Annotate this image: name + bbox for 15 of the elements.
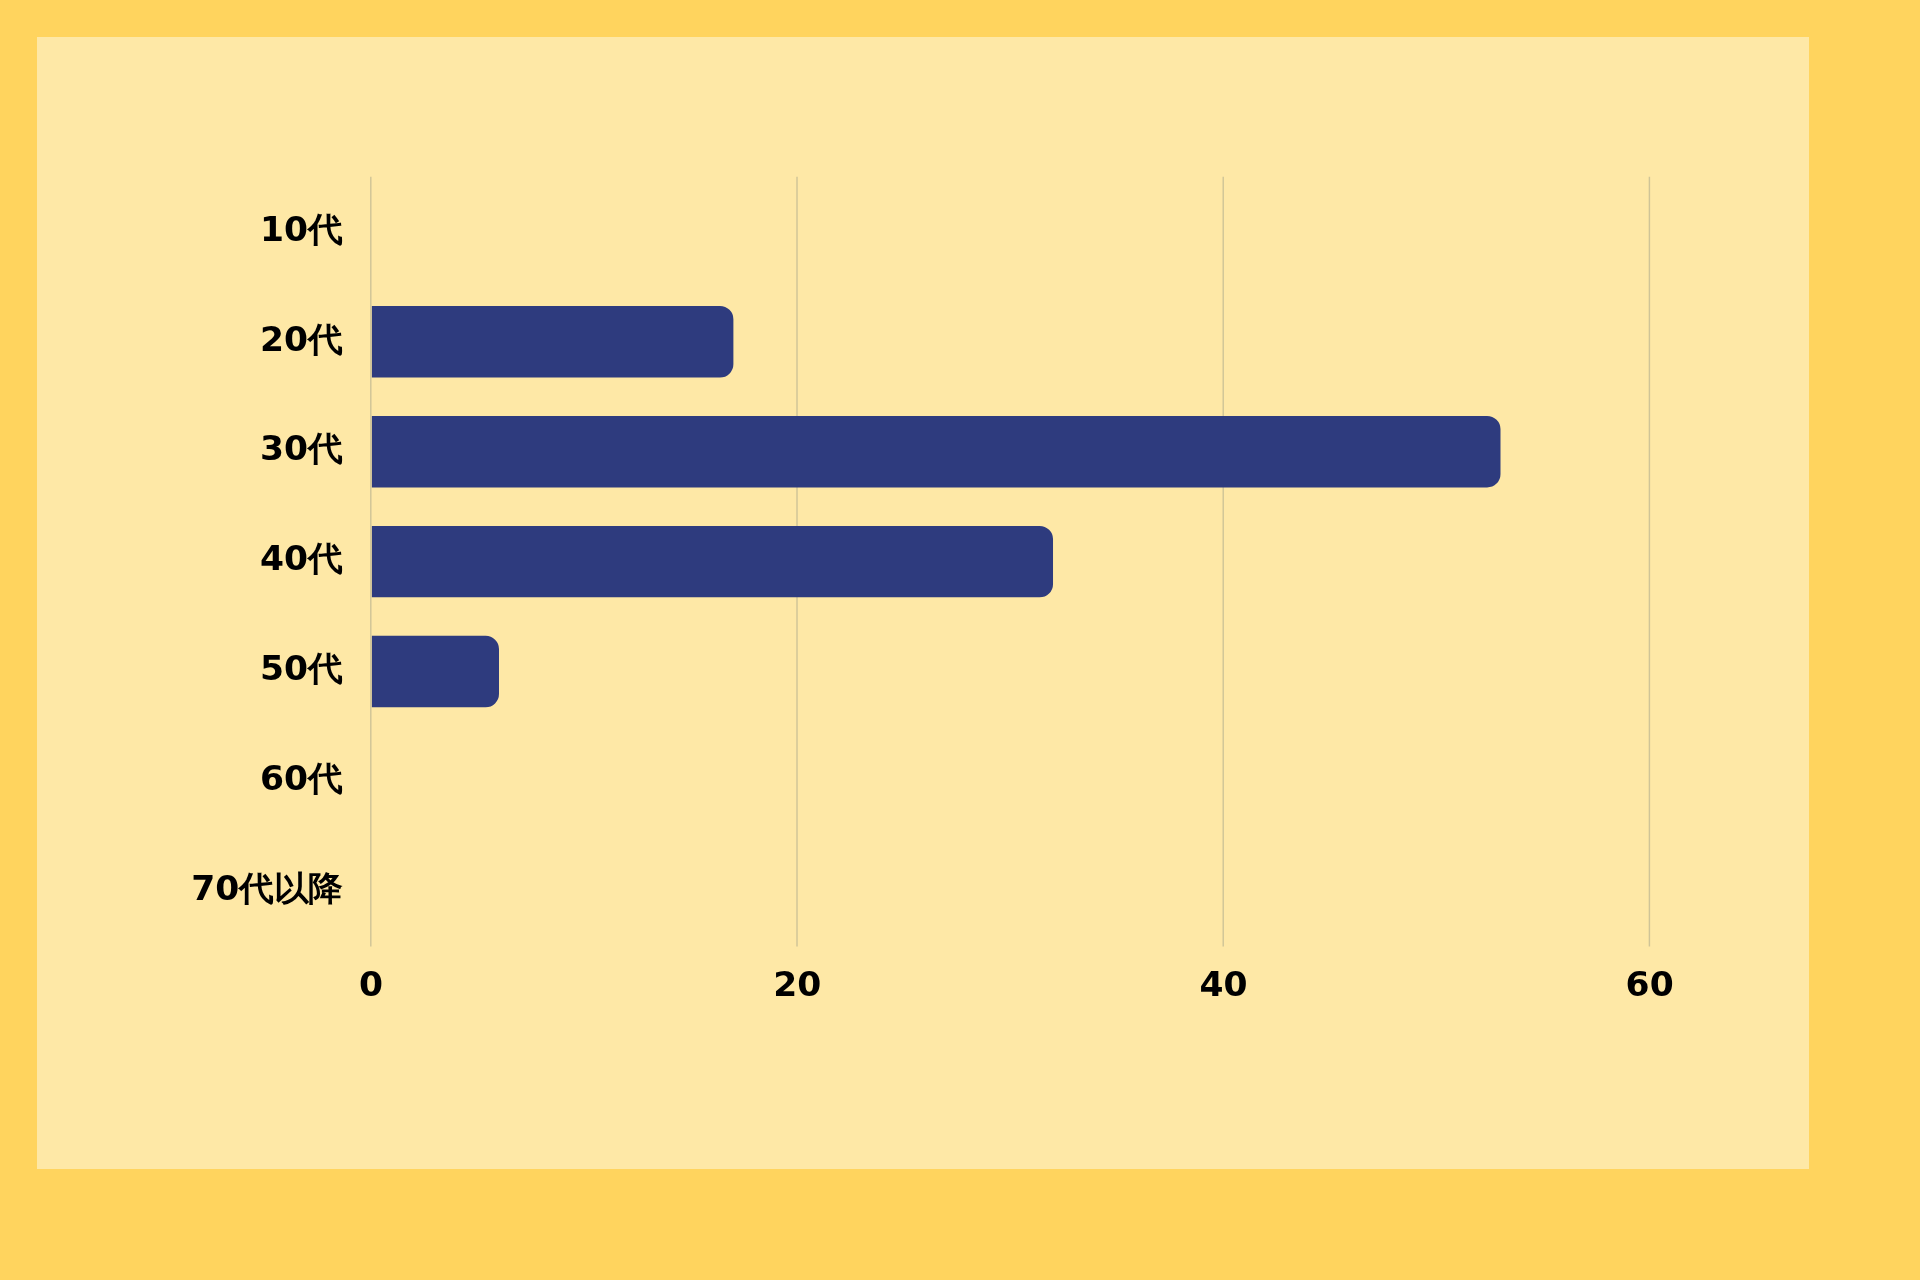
y-tick-label: 30代: [259, 428, 343, 469]
x-tick-label: 40: [1199, 964, 1248, 1004]
x-tick-label: 20: [773, 964, 822, 1004]
y-tick-label: 60代: [259, 758, 343, 799]
bar: [371, 635, 499, 708]
x-tick-label: 0: [359, 964, 384, 1004]
y-tick-label: 70代以降: [191, 868, 343, 909]
bar: [371, 525, 1054, 598]
x-tick-label: 60: [1625, 964, 1674, 1004]
bar: [371, 306, 734, 378]
y-tick-label: 10代: [259, 208, 343, 249]
y-tick-label: 20代: [259, 318, 343, 359]
bar: [371, 415, 1501, 488]
y-tick-label: 50代: [259, 648, 343, 689]
y-tick-label: 40代: [259, 538, 343, 579]
